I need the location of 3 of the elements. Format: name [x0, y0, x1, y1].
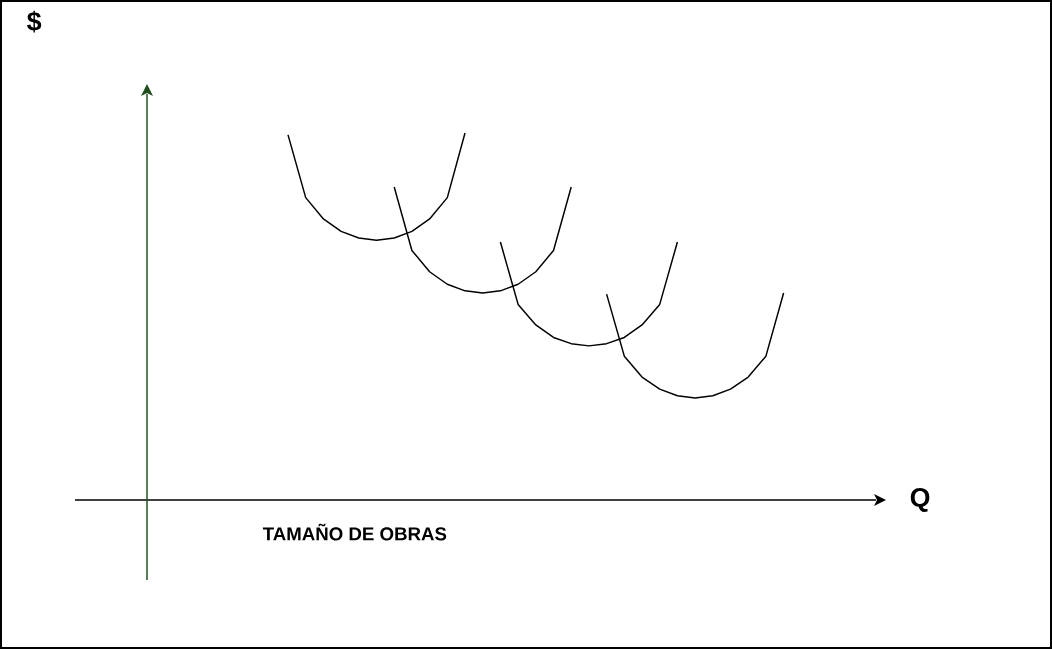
text: $: [27, 10, 42, 33]
text: TAMAÑO DE OBRAS: [262, 523, 447, 541]
x-axis-title: Q: [910, 488, 930, 512]
